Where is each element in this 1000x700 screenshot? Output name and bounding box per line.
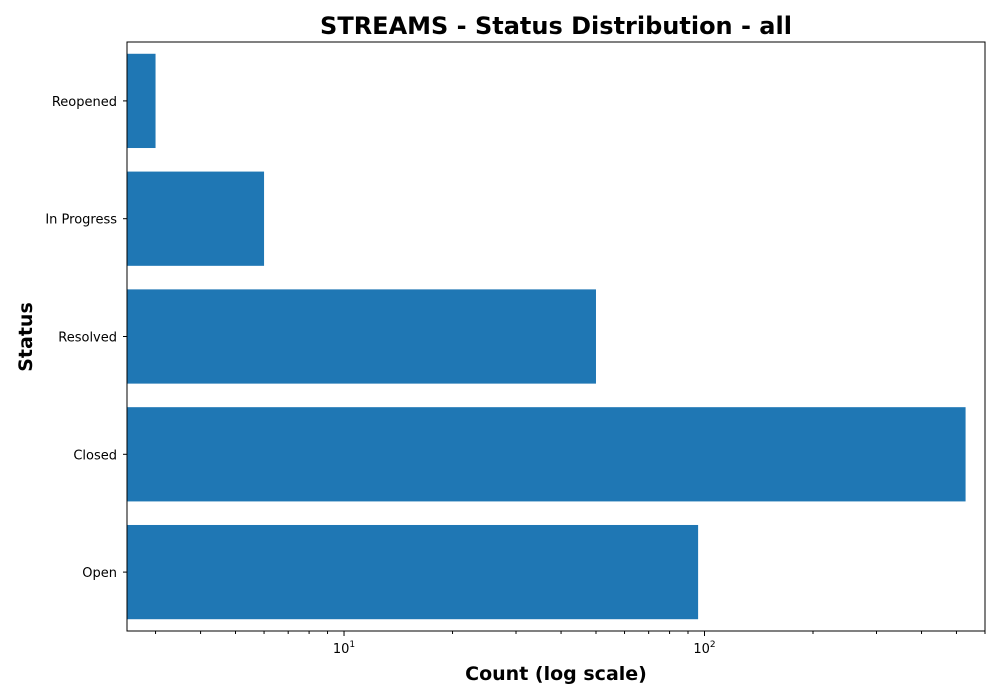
y-axis-ticks: Open Closed Resolved In Progress Reopened — [45, 95, 127, 581]
bar-resolved — [127, 289, 596, 384]
x-axis-label: Count (log scale) — [465, 663, 647, 685]
y-axis-label: Status — [15, 302, 37, 372]
x-axis-ticks: 101 102 — [155, 631, 986, 657]
bar-open — [127, 524, 699, 620]
x-tick-label-100: 102 — [693, 640, 715, 657]
bar-closed — [127, 407, 966, 502]
bars-group — [127, 53, 966, 620]
y-tick-label-reopened: Reopened — [52, 95, 117, 110]
y-tick-label-open: Open — [82, 566, 117, 581]
bar-in-progress — [127, 171, 265, 266]
chart-title: STREAMS - Status Distribution - all — [320, 12, 792, 40]
y-tick-label-resolved: Resolved — [58, 331, 117, 346]
x-tick-label-10: 101 — [333, 640, 355, 657]
bar-reopened — [127, 53, 156, 149]
y-tick-label-closed: Closed — [73, 448, 117, 463]
y-tick-label-in-progress: In Progress — [45, 213, 117, 228]
